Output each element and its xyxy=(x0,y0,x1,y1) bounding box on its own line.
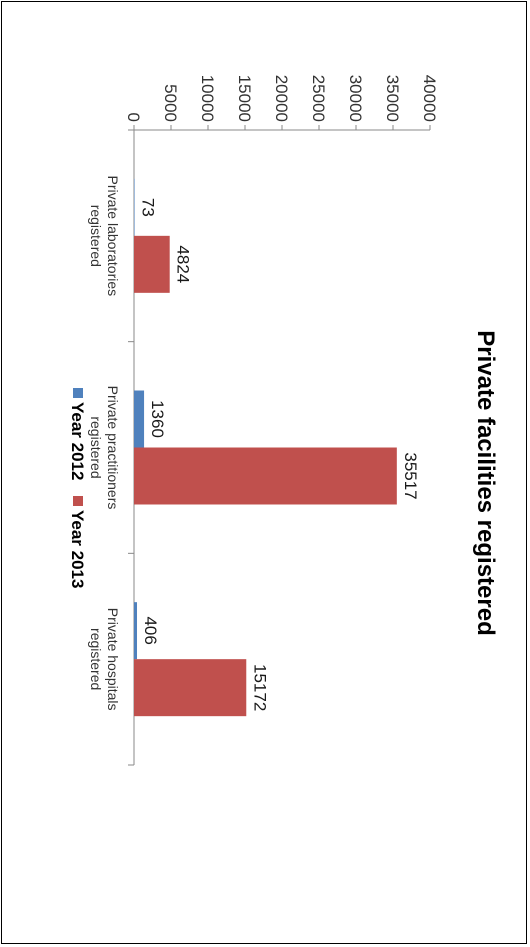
value-tick-label: 35000 xyxy=(383,75,402,122)
value-tick-label: 0 xyxy=(124,113,143,122)
value-tick-label: 25000 xyxy=(309,75,328,122)
category-label: Private practitionersregistered xyxy=(88,386,121,510)
bar xyxy=(134,447,397,505)
value-tick-label: 15000 xyxy=(235,75,254,122)
value-tick-label: 10000 xyxy=(198,75,217,122)
bar xyxy=(133,390,145,448)
data-labels: 73 4824 1360 35517 406 15172 xyxy=(139,198,420,711)
bar xyxy=(134,235,170,293)
category-label: Private hospitalsregistered xyxy=(88,608,121,711)
category-label: Private laboratoriesregistered xyxy=(88,176,121,297)
value-tick-label: 5000 xyxy=(161,84,180,122)
data-label: 73 xyxy=(139,198,158,217)
data-label: 15172 xyxy=(250,664,269,711)
data-label: 406 xyxy=(141,616,160,644)
legend-label: Year 2013 xyxy=(68,510,87,588)
data-label: 1360 xyxy=(148,400,167,438)
bar xyxy=(134,659,247,717)
bar xyxy=(133,178,135,236)
legend-swatch xyxy=(73,496,83,506)
value-tick-label: 30000 xyxy=(346,75,365,122)
value-tick-label: 40000 xyxy=(420,75,439,122)
bar xyxy=(133,602,138,660)
data-label: 4824 xyxy=(174,245,193,283)
category-axis: Private laboratoriesregistered Private pr… xyxy=(88,129,135,766)
value-axis: 0 5000 10000 15000 20000 25000 30000 35000 40000 xyxy=(124,75,439,131)
value-tick-label: 20000 xyxy=(272,75,291,122)
data-label: 35517 xyxy=(401,452,420,499)
legend: Year 2012 Year 2013 xyxy=(68,388,87,588)
bars xyxy=(133,178,397,717)
legend-label: Year 2012 xyxy=(68,402,87,480)
legend-swatch xyxy=(73,388,83,398)
chart-title: Private facilities registered xyxy=(472,330,499,635)
